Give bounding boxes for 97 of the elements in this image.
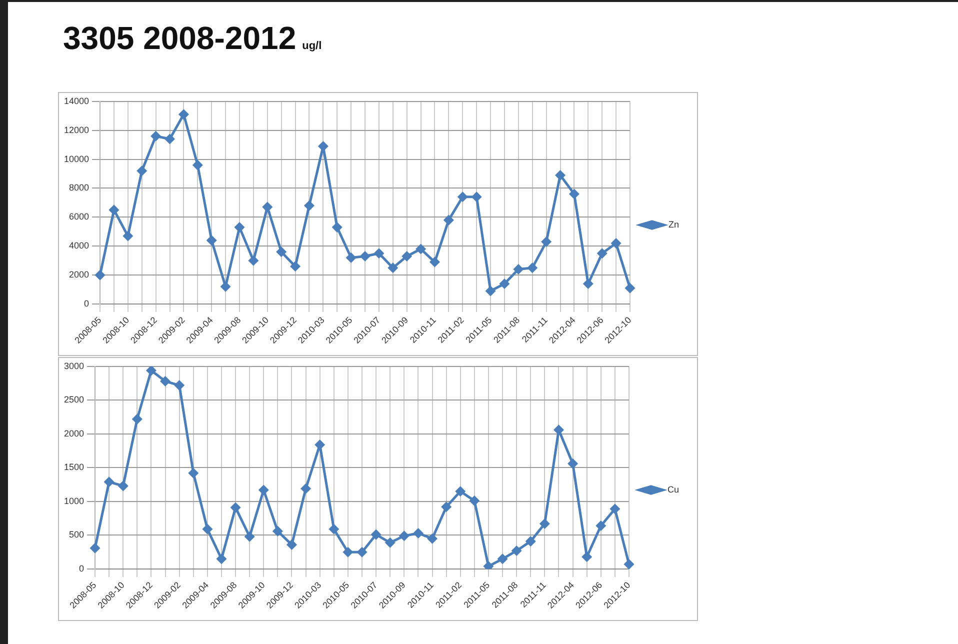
point [371, 530, 381, 540]
y-tick-label: 10000 [64, 154, 90, 164]
point [611, 238, 621, 248]
point [276, 247, 286, 257]
point [290, 262, 300, 272]
point [160, 376, 170, 386]
chart-subtitle: ug/l [302, 40, 322, 52]
point [244, 532, 254, 542]
point [610, 504, 620, 514]
point [512, 546, 522, 556]
y-tick-label: 3000 [64, 360, 84, 371]
y-tick-label: 500 [68, 530, 84, 540]
point [123, 231, 133, 241]
y-tick-label: 1500 [64, 462, 84, 472]
y-tick-label: 2500 [64, 394, 84, 405]
point [146, 366, 156, 376]
point [109, 205, 119, 215]
y-tick-label: 2000 [68, 270, 90, 280]
point [262, 202, 272, 212]
y-tick-label: 1000 [64, 496, 84, 506]
point [430, 257, 440, 267]
point [428, 534, 438, 544]
point [318, 142, 328, 152]
point [192, 160, 202, 170]
point [202, 524, 212, 534]
point [346, 252, 356, 262]
point [540, 519, 550, 529]
point [360, 252, 370, 261]
point [413, 528, 423, 538]
chart-title: 3305 2008-2012 [63, 20, 296, 56]
point [556, 170, 566, 180]
point [583, 278, 593, 288]
y-tick-label: 2000 [64, 428, 84, 438]
point [151, 131, 161, 141]
point [399, 531, 409, 541]
point [456, 486, 466, 496]
y-tick-label: 0 [79, 563, 84, 574]
point [569, 189, 579, 199]
point [206, 236, 216, 246]
point [500, 278, 510, 288]
point [174, 380, 184, 390]
point [132, 414, 142, 424]
point [304, 200, 314, 210]
point [402, 252, 412, 261]
y-tick-label: 8000 [68, 182, 90, 193]
point [458, 192, 468, 202]
point [90, 543, 100, 553]
point [332, 222, 342, 232]
y-tick-label: 0 [84, 298, 90, 308]
point [526, 536, 536, 546]
point [234, 222, 244, 232]
point [625, 283, 635, 293]
point [442, 502, 452, 512]
point [542, 237, 552, 247]
point [188, 468, 198, 478]
point [472, 192, 482, 202]
point [385, 538, 395, 548]
y-tick-label: 4000 [68, 240, 90, 251]
point [216, 554, 226, 564]
point [343, 547, 353, 557]
point [528, 263, 538, 273]
point [597, 248, 607, 258]
point [301, 484, 311, 494]
y-tick-label: 6000 [68, 212, 90, 222]
point [470, 496, 480, 506]
point [165, 134, 175, 144]
point [178, 110, 188, 120]
point [484, 562, 494, 570]
point [258, 485, 268, 495]
point [230, 502, 240, 512]
point [272, 526, 282, 536]
point [568, 458, 578, 468]
legend-label: Cu [667, 484, 680, 494]
point [498, 554, 508, 564]
point [104, 477, 114, 487]
point [315, 440, 325, 450]
legend-label: Zn [668, 219, 680, 230]
point [357, 547, 367, 557]
point [220, 282, 230, 292]
point [388, 263, 398, 273]
point [137, 166, 147, 176]
point [248, 256, 258, 266]
point [596, 521, 606, 531]
point [582, 552, 592, 562]
point [514, 264, 524, 274]
point [486, 286, 496, 296]
point [287, 540, 296, 550]
point [118, 481, 128, 491]
point [444, 215, 454, 225]
point [374, 248, 384, 258]
point [554, 425, 564, 435]
y-tick-label: 12000 [64, 124, 90, 135]
point [329, 524, 339, 534]
y-tick-label: 14000 [64, 96, 90, 106]
point [624, 560, 634, 570]
point [416, 244, 426, 254]
point [95, 270, 105, 280]
